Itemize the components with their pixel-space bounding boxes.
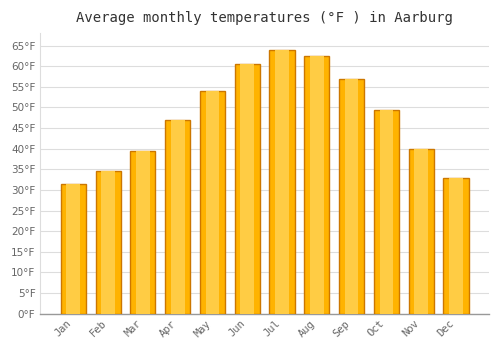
Bar [339, 79, 364, 314]
Bar [66, 184, 80, 314]
Bar [374, 110, 399, 314]
Bar [275, 50, 289, 314]
Bar [304, 56, 330, 314]
Bar [408, 149, 434, 314]
Bar [270, 50, 294, 314]
Bar [234, 64, 260, 314]
Title: Average monthly temperatures (°F ) in Aarburg: Average monthly temperatures (°F ) in Aa… [76, 11, 453, 25]
Bar [380, 110, 394, 314]
Bar [136, 151, 149, 314]
Bar [206, 91, 220, 314]
Bar [96, 172, 120, 314]
Bar [344, 79, 358, 314]
Bar [200, 91, 225, 314]
Bar [310, 56, 324, 314]
Bar [170, 120, 184, 314]
Bar [60, 184, 86, 314]
Bar [130, 151, 156, 314]
Bar [101, 172, 115, 314]
Bar [444, 177, 468, 314]
Bar [240, 64, 254, 314]
Bar [449, 177, 463, 314]
Bar [414, 149, 428, 314]
Bar [165, 120, 190, 314]
